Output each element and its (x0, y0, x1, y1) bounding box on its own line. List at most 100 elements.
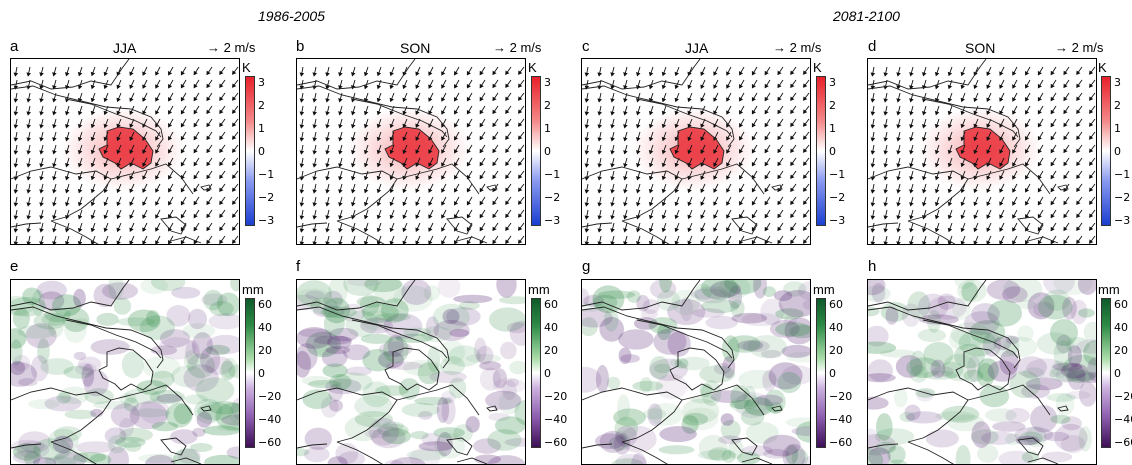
precipitation-colorbar-tick: −40 (258, 413, 282, 426)
panel-c-wind-key: → 2 m/s (773, 40, 822, 55)
temperature-colorbar-tick: −3 (829, 214, 846, 227)
temperature-colorbar-tick: −1 (1114, 168, 1131, 181)
panel-h-colorbar-bar (1101, 298, 1111, 448)
temperature-colorbar-tick: 1 (1114, 122, 1121, 135)
coastline-lines (11, 59, 212, 244)
panel-e-colorbar-unit: mm (242, 282, 264, 297)
coastline-lines (582, 280, 783, 464)
panel-c-map-svg (582, 59, 810, 244)
panel-g-colorbar-unit: mm (813, 282, 835, 297)
panel-b-season: SON (400, 40, 431, 56)
panel-d-season: SON (965, 40, 996, 56)
panel-a-colorbar-bar (245, 76, 255, 226)
temperature-colorbar-tick: 0 (258, 145, 265, 158)
precipitation-colorbar-tick: 40 (544, 321, 558, 334)
panel-f-map-svg (297, 280, 525, 464)
precipitation-colorbar-tick: −60 (544, 436, 568, 449)
panel-c-wind-key-label: 2 m/s (789, 40, 822, 55)
panel-c-letter: c (582, 38, 590, 55)
temperature-colorbar-tick: 0 (1114, 145, 1121, 158)
precipitation-colorbar-tick: −20 (258, 390, 282, 403)
coastline-lines (868, 280, 1069, 464)
temperature-colorbar-tick: 3 (258, 76, 265, 89)
panel-d-map-svg (868, 59, 1096, 244)
panel-g-map-svg (582, 280, 810, 464)
coastline-lines (11, 280, 212, 464)
precipitation-colorbar-tick: −40 (1114, 413, 1132, 426)
precipitation-colorbar-tick: 60 (258, 298, 272, 311)
panel-b-colorbar-unit: K (528, 60, 537, 75)
panel-d-wind-key-label: 2 m/s (1071, 40, 1104, 55)
panel-h-colorbar-unit: mm (1098, 282, 1120, 297)
panel-h-precipitation-map (867, 279, 1097, 465)
precipitation-colorbar-tick: −20 (829, 390, 853, 403)
precipitation-colorbar-tick: −60 (258, 436, 282, 449)
wind-vector-field (299, 66, 525, 244)
temperature-colorbar-tick: 2 (829, 99, 836, 112)
panel-d-colorbar-unit: K (1098, 60, 1107, 75)
precipitation-colorbar-tick: 20 (258, 344, 272, 357)
temperature-colorbar-tick: −2 (258, 191, 275, 204)
panel-a-wind-key-label: 2 m/s (223, 40, 256, 55)
panel-c-colorbar-unit: K (813, 60, 822, 75)
panel-a-wind-key: → 2 m/s (207, 40, 256, 55)
temperature-colorbar-tick: −1 (258, 168, 275, 181)
precipitation-colorbar-tick: −60 (829, 436, 853, 449)
precipitation-colorbar-tick: 40 (829, 321, 843, 334)
temperature-colorbar-tick: 2 (544, 99, 551, 112)
panel-c-temperature-wind-map (581, 58, 811, 245)
panel-b-colorbar-bar (531, 76, 541, 226)
precipitation-colorbar-tick: 60 (829, 298, 843, 311)
panel-e-colorbar-bar (245, 298, 255, 448)
precipitation-colorbar-tick: 20 (1114, 344, 1128, 357)
precipitation-colorbar-tick: 20 (544, 344, 558, 357)
panel-f-colorbar-unit: mm (528, 282, 550, 297)
precipitation-anomaly-field (297, 280, 525, 464)
panel-c-season: JJA (685, 40, 709, 56)
temperature-colorbar-tick: 2 (1114, 99, 1121, 112)
panel-g-precipitation-map (581, 279, 811, 465)
panel-a-letter: a (10, 38, 19, 55)
temperature-colorbar-tick: −3 (544, 214, 561, 227)
precipitation-anomaly-field (582, 280, 810, 464)
panel-d-wind-key: → 2 m/s (1055, 40, 1104, 55)
coastline-lines (582, 59, 783, 244)
temperature-colorbar-tick: −3 (1114, 214, 1131, 227)
panel-e-precipitation-map (10, 279, 240, 465)
precipitation-colorbar-tick: 60 (544, 298, 558, 311)
temperature-colorbar-tick: −2 (829, 191, 846, 204)
panel-h-letter: h (868, 258, 877, 275)
precipitation-colorbar-tick: −20 (544, 390, 568, 403)
panel-c-colorbar-bar (816, 76, 826, 226)
panel-h-map-svg (868, 280, 1096, 464)
temperature-colorbar-tick: −1 (544, 168, 561, 181)
temperature-colorbar-tick: 3 (829, 76, 836, 89)
coastline-lines (868, 59, 1069, 244)
precipitation-colorbar-tick: 0 (258, 367, 265, 380)
temperature-colorbar-tick: −3 (258, 214, 275, 227)
panel-a-colorbar-unit: K (242, 60, 251, 75)
precipitation-anomaly-field (868, 280, 1096, 464)
temperature-colorbar-tick: 1 (258, 122, 265, 135)
precipitation-colorbar-tick: −40 (829, 413, 853, 426)
panel-d-temperature-wind-map (867, 58, 1097, 245)
panel-g-colorbar-bar (816, 298, 826, 448)
temperature-colorbar-tick: −2 (544, 191, 561, 204)
temperature-colorbar-tick: 1 (829, 122, 836, 135)
precipitation-anomaly-field (11, 280, 239, 464)
panel-b-wind-key: → 2 m/s (493, 40, 542, 55)
panel-f-precipitation-map (296, 279, 526, 465)
panel-e-letter: e (10, 258, 19, 275)
panel-e-map-svg (11, 280, 239, 464)
panel-g-letter: g (582, 258, 591, 275)
panel-b-temperature-wind-map (296, 58, 526, 245)
panel-a-season: JJA (113, 40, 137, 56)
panel-b-letter: b (296, 38, 305, 55)
precipitation-colorbar-tick: 40 (1114, 321, 1128, 334)
temperature-colorbar-tick: −2 (1114, 191, 1131, 204)
panel-d-letter: d (868, 38, 877, 55)
panel-a-temperature-wind-map (10, 58, 240, 245)
precipitation-colorbar-tick: 20 (829, 344, 843, 357)
period-label-future: 2081-2100 (833, 8, 900, 24)
precipitation-colorbar-tick: 40 (258, 321, 272, 334)
